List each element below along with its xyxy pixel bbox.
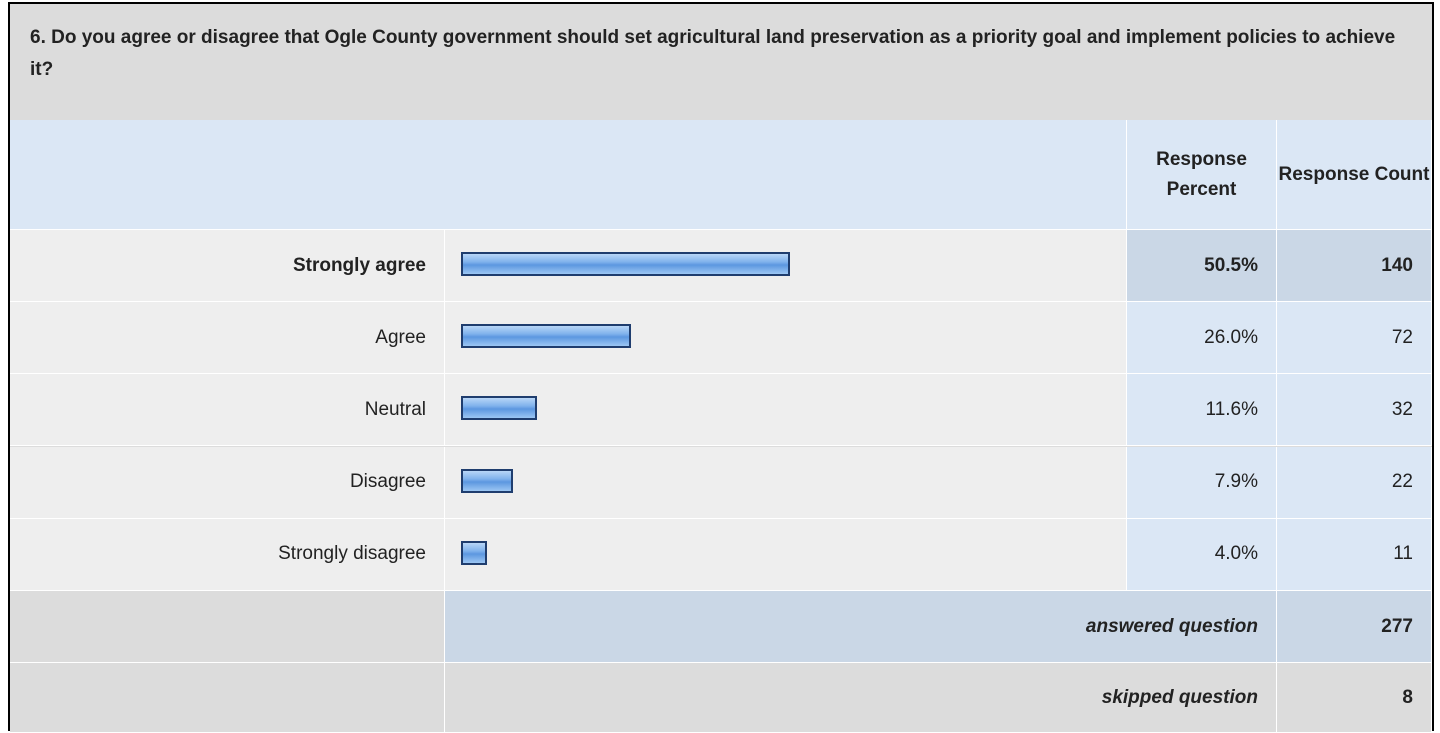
header-blank [10, 120, 1127, 230]
skipped-label: skipped question [445, 663, 1277, 733]
bar-cell [445, 446, 1127, 519]
row-count: 72 [1277, 302, 1432, 375]
bar [461, 252, 791, 276]
row-percent: 26.0% [1127, 302, 1277, 375]
answered-count: 277 [1277, 591, 1432, 663]
row-count: 32 [1277, 374, 1432, 447]
summary-blank [10, 663, 445, 733]
skipped-count: 8 [1277, 663, 1432, 733]
row-percent: 11.6% [1127, 374, 1277, 447]
bar [461, 324, 631, 349]
answered-label: answered question [445, 591, 1277, 663]
bar-cell [445, 374, 1127, 447]
row-label: Strongly disagree [10, 518, 445, 591]
header-percent: Response Percent [1127, 120, 1277, 230]
bar [461, 396, 537, 421]
question: 6. Do you agree or disagree that Ogle Co… [10, 4, 1432, 120]
header-count: Response Count [1277, 120, 1432, 230]
row-count: 11 [1277, 518, 1432, 591]
summary-blank [10, 591, 445, 663]
bar [461, 540, 488, 565]
row-count: 140 [1277, 230, 1432, 302]
survey-table: 6. Do you agree or disagree that Ogle Co… [8, 2, 1434, 733]
row-label: Agree [10, 302, 445, 375]
row-label: Neutral [10, 374, 445, 447]
bar-cell [445, 518, 1127, 591]
row-count: 22 [1277, 446, 1432, 519]
row-percent: 50.5% [1127, 230, 1277, 302]
row-percent: 7.9% [1127, 446, 1277, 519]
row-label: Disagree [10, 446, 445, 519]
bar [461, 468, 513, 493]
row-label: Strongly agree [10, 230, 445, 302]
row-percent: 4.0% [1127, 518, 1277, 591]
